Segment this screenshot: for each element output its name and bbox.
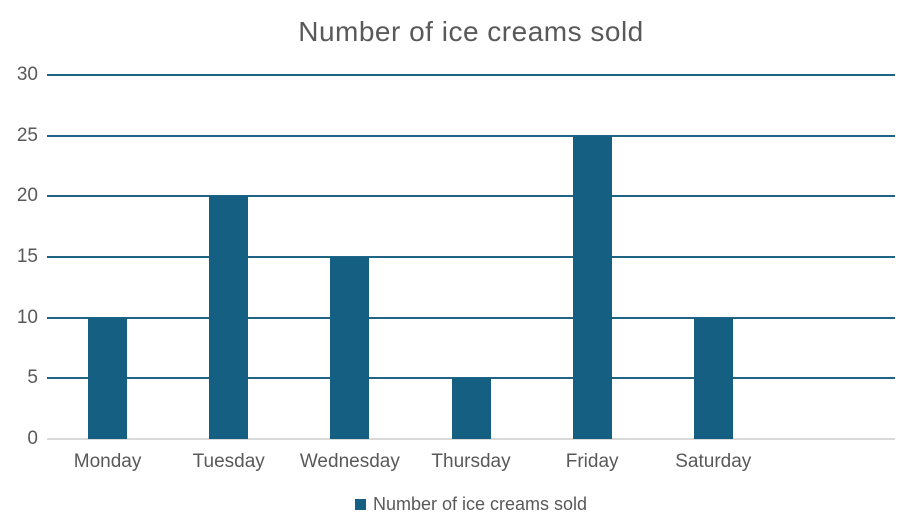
gridline-30 — [47, 74, 895, 76]
bar-thursday — [451, 378, 491, 439]
bar-friday — [572, 135, 612, 439]
gridline-15 — [47, 256, 895, 258]
x-tick-label-friday: Friday — [565, 451, 619, 472]
legend-label: Number of ice creams sold — [372, 494, 588, 514]
y-tick-label-0: 0 — [27, 428, 38, 449]
x-tick-label-saturday: Saturday — [675, 451, 752, 472]
legend: Number of ice creams sold — [47, 494, 895, 515]
bar-wednesday — [330, 257, 370, 439]
gridline-zero — [47, 438, 895, 440]
gridline-10 — [47, 316, 895, 319]
plot-area — [47, 74, 895, 440]
y-tick-label-15: 15 — [16, 246, 38, 267]
legend-marker-icon — [354, 499, 366, 510]
x-tick-label-thursday: Thursday — [431, 451, 511, 472]
y-tick-label-20: 20 — [16, 185, 38, 207]
y-tick-label-30: 30 — [16, 64, 38, 85]
chart-title: Number of ice creams sold — [298, 16, 644, 47]
bar-monday — [88, 317, 128, 439]
x-tick-label-wednesday: Wednesday — [299, 451, 400, 472]
bar-saturday — [693, 317, 733, 439]
gridline-20 — [47, 195, 895, 198]
bar-tuesday — [209, 196, 249, 439]
x-tick-label-monday: Monday — [73, 451, 142, 472]
y-tick-label-25: 25 — [16, 124, 38, 146]
gridline-5 — [47, 377, 895, 380]
gridline-25 — [47, 134, 895, 137]
y-tick-label-5: 5 — [27, 367, 38, 389]
x-tick-label-tuesday: Tuesday — [192, 451, 265, 472]
y-tick-label-10: 10 — [16, 306, 38, 328]
